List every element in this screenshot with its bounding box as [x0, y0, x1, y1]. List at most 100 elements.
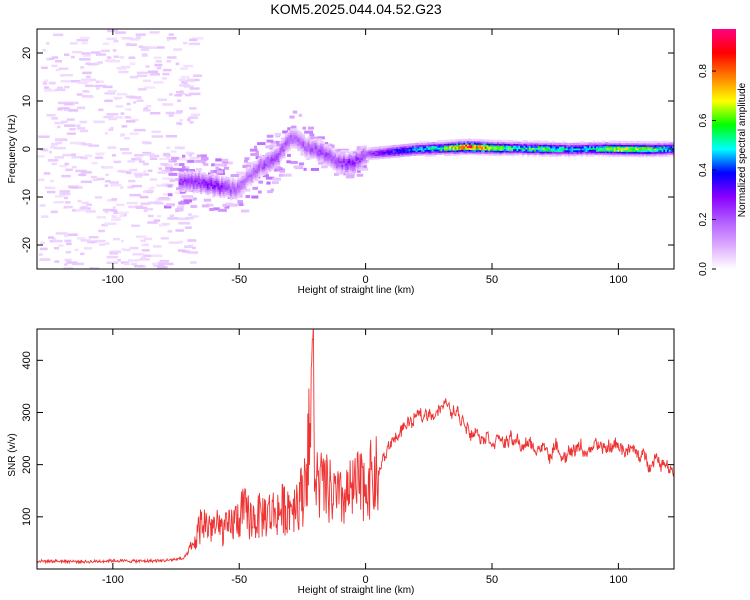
heatmap-cell [539, 149, 543, 152]
heatmap-cell [493, 153, 497, 157]
heatmap-cell [321, 152, 325, 155]
heatmap-cell [178, 173, 182, 176]
heatmap-cell [627, 146, 631, 149]
heatmap-cell [225, 161, 233, 165]
heatmap-cell [334, 150, 337, 153]
heatmap-cell [394, 153, 398, 156]
heatmap-cell [130, 262, 138, 266]
heatmap-cell [231, 188, 235, 192]
heatmap-cell [576, 149, 580, 152]
heatmap-cell [259, 163, 263, 166]
heatmap-cell [665, 147, 668, 151]
heatmap-cell [263, 155, 267, 158]
heatmap-cell [336, 154, 339, 158]
heatmap-cell [282, 138, 286, 141]
heatmap-cell [603, 149, 606, 152]
heatmap-cell [251, 180, 254, 183]
heatmap-cell [596, 149, 599, 152]
heatmap-cell [477, 149, 481, 152]
heatmap-cell [252, 165, 256, 168]
heatmap-cell [640, 147, 643, 151]
heatmap-cell [222, 186, 226, 190]
heatmap-cell [493, 146, 497, 150]
heatmap-cell [438, 145, 442, 148]
heatmap-cell [189, 171, 192, 175]
heatmap-cell [192, 188, 196, 192]
heatmap-cell [369, 150, 373, 153]
heatmap-cell [385, 150, 389, 154]
heatmap-cell [374, 148, 378, 151]
heatmap-cell [187, 182, 191, 185]
heatmap-cell [221, 193, 224, 197]
heatmap-cell [105, 173, 109, 177]
heatmap-cell [470, 140, 474, 144]
heatmap-cell [429, 142, 433, 145]
heatmap-cell [451, 144, 454, 147]
heatmap-cell [445, 143, 449, 146]
heatmap-cell [452, 142, 456, 146]
heatmap-cell [180, 176, 183, 179]
heatmap-cell [539, 151, 543, 154]
heatmap-cell [571, 146, 574, 149]
heatmap-cell [557, 146, 560, 149]
heatmap-cell [362, 156, 366, 159]
heatmap-cell [44, 86, 49, 89]
heatmap-cell [659, 142, 663, 146]
heatmap-cell [192, 179, 196, 183]
heatmap-cell [443, 151, 447, 155]
heatmap-cell [500, 141, 504, 145]
heatmap-cell [658, 142, 661, 146]
heatmap-cell [54, 59, 62, 63]
heatmap-cell [373, 148, 376, 151]
heatmap-cell [242, 188, 245, 192]
heatmap-cell [459, 140, 463, 144]
heatmap-cell [286, 136, 290, 139]
heatmap-cell [587, 149, 590, 152]
heatmap-cell [240, 185, 244, 188]
heatmap-cell [346, 154, 350, 157]
heatmap-cell [479, 144, 482, 147]
heatmap-cell [587, 151, 590, 154]
heatmap-cell [190, 204, 198, 208]
heatmap-cell [612, 142, 615, 145]
heatmap-cell [348, 152, 352, 155]
heatmap-cell [183, 170, 187, 173]
heatmap-cell [126, 171, 132, 175]
heatmap-cell [638, 155, 642, 158]
snr-plot-area [37, 329, 674, 569]
heatmap-cell [62, 153, 72, 157]
heatmap-cell [619, 144, 622, 147]
heatmap-cell [426, 151, 429, 154]
heatmap-cell [236, 179, 240, 183]
heatmap-cell [268, 158, 272, 161]
heatmap-cell [502, 151, 505, 155]
heatmap-cell [534, 152, 537, 155]
heatmap-cell [555, 146, 559, 149]
heatmap-cell [321, 165, 328, 169]
heatmap-cell [489, 148, 493, 151]
heatmap-cell [175, 62, 180, 66]
heatmap-cell [284, 139, 288, 143]
heatmap-cell [167, 217, 179, 220]
heatmap-cell [465, 147, 468, 151]
heatmap-cell [514, 146, 518, 150]
heatmap-cell [512, 146, 516, 150]
heatmap-cell [228, 177, 231, 180]
heatmap-cell [178, 201, 186, 205]
heatmap-cell [205, 192, 208, 195]
heatmap-cell [182, 174, 185, 177]
heatmap-cell [613, 140, 617, 144]
heatmap-cell [649, 147, 652, 151]
heatmap-cell [179, 118, 183, 122]
heatmap-cell [424, 147, 428, 151]
heatmap-cell [619, 151, 622, 154]
heatmap-cell [311, 139, 314, 142]
heatmap-cell [523, 148, 527, 152]
heatmap-cell [348, 169, 352, 172]
heatmap-cell [124, 116, 132, 119]
heatmap-cell [366, 149, 369, 152]
heatmap-cell [374, 146, 378, 150]
heatmap-cell [443, 150, 447, 153]
heatmap-cell [401, 147, 405, 151]
heatmap-cell [357, 150, 360, 154]
